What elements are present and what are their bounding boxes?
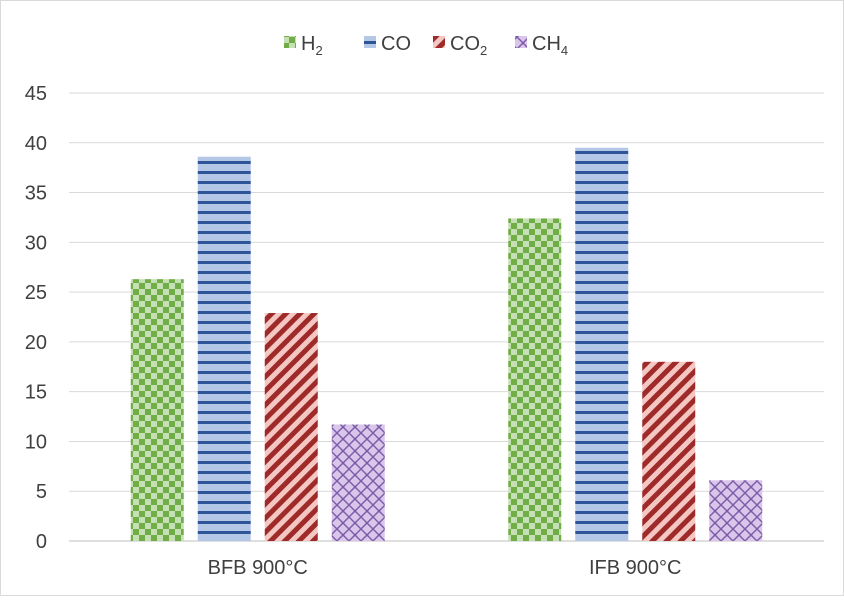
y-tick-label: 45 [25, 83, 47, 105]
bar-ch4-1 [331, 424, 385, 541]
bar-h2-2 [508, 218, 562, 541]
legend-swatch [433, 36, 445, 48]
y-axis-ticks: 0 5 10 15 20 25 30 35 40 45 [25, 83, 47, 553]
legend-swatch [284, 36, 296, 48]
legend-label: CH4 [532, 33, 568, 58]
y-tick-label: 30 [25, 232, 47, 254]
y-tick-label: 25 [25, 282, 47, 304]
bar-co2-1 [264, 313, 318, 541]
x-axis-ticks: BFB 900°C IFB 900°C [208, 557, 682, 579]
legend-label: CO2 [450, 33, 487, 58]
legend-label: CO [381, 33, 411, 55]
legend-label: H2 [301, 33, 323, 58]
x-tick-label: BFB 900°C [208, 557, 308, 579]
bar-co-1 [197, 156, 251, 541]
bar-ch4-2 [709, 480, 763, 541]
y-tick-label: 15 [25, 382, 47, 404]
x-tick-label: IFB 900°C [589, 557, 681, 579]
bar-co2-2 [642, 361, 696, 541]
legend: H2 CO CO2 CH4 [284, 33, 568, 58]
y-tick-label: 10 [25, 431, 47, 453]
legend-swatch [364, 36, 376, 48]
bar-co-2 [575, 147, 629, 541]
legend-swatch [515, 36, 527, 48]
y-tick-label: 0 [36, 531, 47, 553]
y-tick-label: 5 [36, 481, 47, 503]
bars [130, 147, 763, 541]
legend-item-ch4: CH4 [515, 33, 568, 58]
y-tick-label: 40 [25, 133, 47, 155]
y-tick-label: 35 [25, 183, 47, 205]
legend-item-h2: H2 [284, 33, 323, 58]
y-tick-label: 20 [25, 332, 47, 354]
bar-h2-1 [130, 279, 184, 541]
gridlines [69, 92, 824, 542]
legend-item-co: CO [364, 33, 411, 55]
legend-item-co2: CO2 [433, 33, 487, 58]
